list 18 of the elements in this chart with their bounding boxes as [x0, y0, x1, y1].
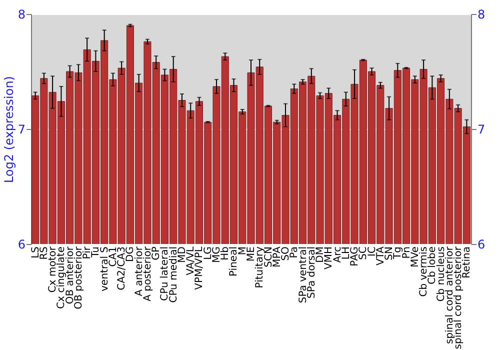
x-tick-label: MVe	[410, 246, 421, 268]
x-tick-label: RS	[38, 246, 50, 260]
x-tick-label: ME	[246, 246, 257, 262]
x-tick-label: Pituitary	[254, 246, 266, 288]
x-tick-label: A posterior	[142, 246, 154, 302]
y2-tick-label: 8	[478, 8, 486, 22]
y-tick-label: 8	[18, 8, 26, 22]
y2-tick-label: 6	[478, 238, 486, 252]
x-tick-label: DG	[125, 246, 136, 262]
x-tick-label: Retina	[462, 246, 473, 278]
x-tick-label: Pa	[289, 246, 300, 258]
y-tick-label: 6	[18, 238, 26, 252]
x-tick-label: spinal cord posterior	[453, 246, 464, 350]
x-tick-label: Tg	[392, 246, 404, 260]
y-axis-title: Log2 (expression)	[2, 76, 16, 183]
y2-tick-label: 7	[478, 122, 486, 136]
x-tick-label: OB posterior	[73, 246, 84, 310]
y-tick-label: 7	[18, 122, 26, 136]
